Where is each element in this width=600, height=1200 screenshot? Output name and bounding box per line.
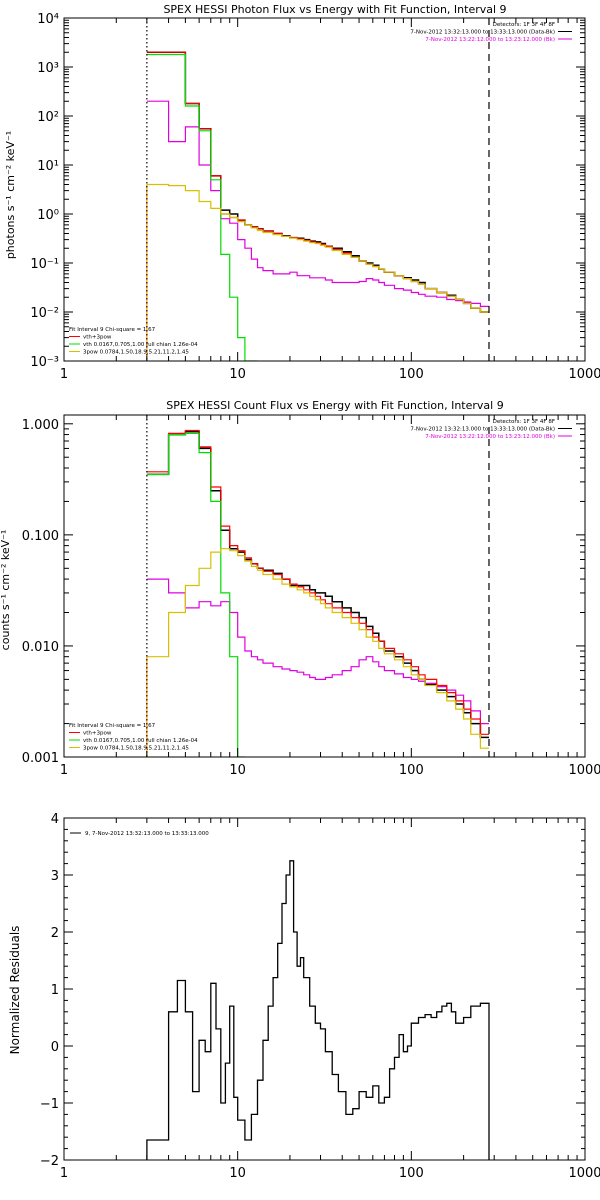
resid-y-tick-label: 0 [51, 1040, 59, 1055]
photon-x-tick-label: 100 [399, 367, 424, 382]
count-legend-bottom-left-entry: 3pow 0.0784,1.50,18.9,5.21,11.2,1.45 [83, 746, 189, 752]
count-y-axis-label: counts s⁻¹ cm⁻² keV⁻¹ [0, 530, 12, 651]
photon-y-tick-label: 10⁻³ [30, 355, 59, 370]
photon-y-tick-label: 10⁻² [30, 306, 59, 321]
resid-x-tick-label: 100 [399, 1166, 424, 1181]
resid-x-tick-label: 1 [60, 1166, 68, 1181]
count-series-3pow [146, 548, 489, 749]
photon-y-axis-label: photons s⁻¹ cm⁻² keV⁻¹ [4, 131, 17, 259]
count-x-tick-label: 1 [60, 763, 68, 778]
count-x-tick-label: 100 [399, 763, 424, 778]
count-series-vth-3pow [146, 429, 489, 735]
residuals-panel: Normalized Residuals 1 10 100 1000 −2 −1 0 1 2 3 4… [8, 812, 600, 1181]
photon-legend-top-right-entry: 7-Nov-2012 13:22:12.000 to 13:23:12.000 … [425, 37, 555, 43]
resid-legend-top-left-entry: 9, 7-Nov-2012 13:32:13.000 to 13:33:13.0… [85, 831, 209, 837]
resid-x-tick-label: 10 [229, 1166, 246, 1181]
photon-series-3pow [146, 183, 489, 313]
photon-series-group [146, 51, 489, 361]
photon-legend-bottom-left-entry: 3pow 0.0784,1.50,18.9,5.21,11.2,1.45 [83, 350, 189, 356]
photon-legend-top-right-entry: Detectors: 1F 3F 4F 8F [493, 22, 555, 28]
count-legend-top-right-entry: Detectors: 1F 3F 4F 8F [493, 419, 555, 425]
count-legend-bottom-left-entry: vth+3pow [83, 731, 112, 737]
count-legend-top-right-entry: 7-Nov-2012 13:32:13.000 to 13:33:13.000 … [410, 427, 555, 433]
count-x-tick-label: 10 [229, 763, 246, 778]
resid-y-tick-label: 1 [51, 983, 59, 998]
count-y-tick-label: 0.001 [22, 751, 59, 766]
count-legend-bottom-left-entry: Fit Interval 9 Chi-square = 1.67 [69, 723, 156, 729]
photon-y-tick-label: 10⁴ [37, 12, 59, 27]
photon-y-tick-label: 10⁻¹ [30, 257, 59, 272]
photon-x-tick-label: 1 [60, 367, 68, 382]
count-series-data-bk [146, 430, 489, 739]
resid-y-tick-label: 2 [51, 926, 59, 941]
photon-y-tick-label: 10¹ [37, 159, 59, 174]
resid-y-tick-label: 3 [51, 869, 59, 884]
resid-y-tick-label: −2 [40, 1154, 59, 1169]
count-series-group [146, 429, 489, 757]
count-legend-bottom-left-entry: vth 0.0167,0.705,1.00 full chian 1.26e-0… [83, 738, 198, 744]
photon-chart-title: SPEX HESSI Photon Flux vs Energy with Fi… [163, 3, 506, 16]
resid-y-tick-label: −1 [40, 1097, 59, 1112]
photon-series-bk [146, 100, 489, 307]
photon-x-tick-label: 1000 [568, 367, 600, 382]
photon-y-tick-label: 10⁰ [37, 208, 59, 223]
photon-y-tick-label: 10³ [37, 61, 59, 76]
count-y-tick-label: 0.100 [22, 529, 59, 544]
count-flux-panel: SPEX HESSI Count Flux vs Energy with Fit… [0, 399, 600, 778]
count-y-tick-label: 1.000 [22, 418, 59, 433]
photon-legend-bottom-left-entry: vth+3pow [83, 335, 112, 341]
resid-y-tick-label: 4 [51, 812, 59, 827]
photon-legend-bottom-left-entry: Fit Interval 9 Chi-square = 1.67 [69, 327, 156, 333]
photon-legend-top-right-entry: 7-Nov-2012 13:32:13.000 to 13:33:13.000 … [410, 30, 555, 36]
count-x-tick-label: 1000 [568, 763, 600, 778]
residuals-y-axis-label: Normalized Residuals [8, 926, 22, 1055]
resid-series-residuals [146, 860, 490, 1160]
photon-y-tick-label: 10² [37, 110, 59, 125]
photon-legend-bottom-left-entry: vth 0.0167,0.705,1.00 full chian 1.26e-0… [83, 342, 198, 348]
count-legend-top-right-entry: 7-Nov-2012 13:22:12.000 to 13:23:12.000 … [425, 434, 555, 440]
photon-axes-frame [63, 17, 586, 362]
count-series-vth [146, 432, 245, 757]
count-y-tick-label: 0.010 [22, 640, 59, 655]
photon-series-vth [146, 53, 258, 361]
photon-flux-panel: SPEX HESSI Photon Flux vs Energy with Fi… [4, 3, 600, 382]
count-chart-title: SPEX HESSI Count Flux vs Energy with Fit… [166, 399, 503, 412]
resid-x-tick-label: 1000 [568, 1166, 600, 1181]
count-axes-frame [63, 414, 586, 758]
resid-series-group [146, 860, 490, 1160]
photon-x-tick-label: 10 [229, 367, 246, 382]
